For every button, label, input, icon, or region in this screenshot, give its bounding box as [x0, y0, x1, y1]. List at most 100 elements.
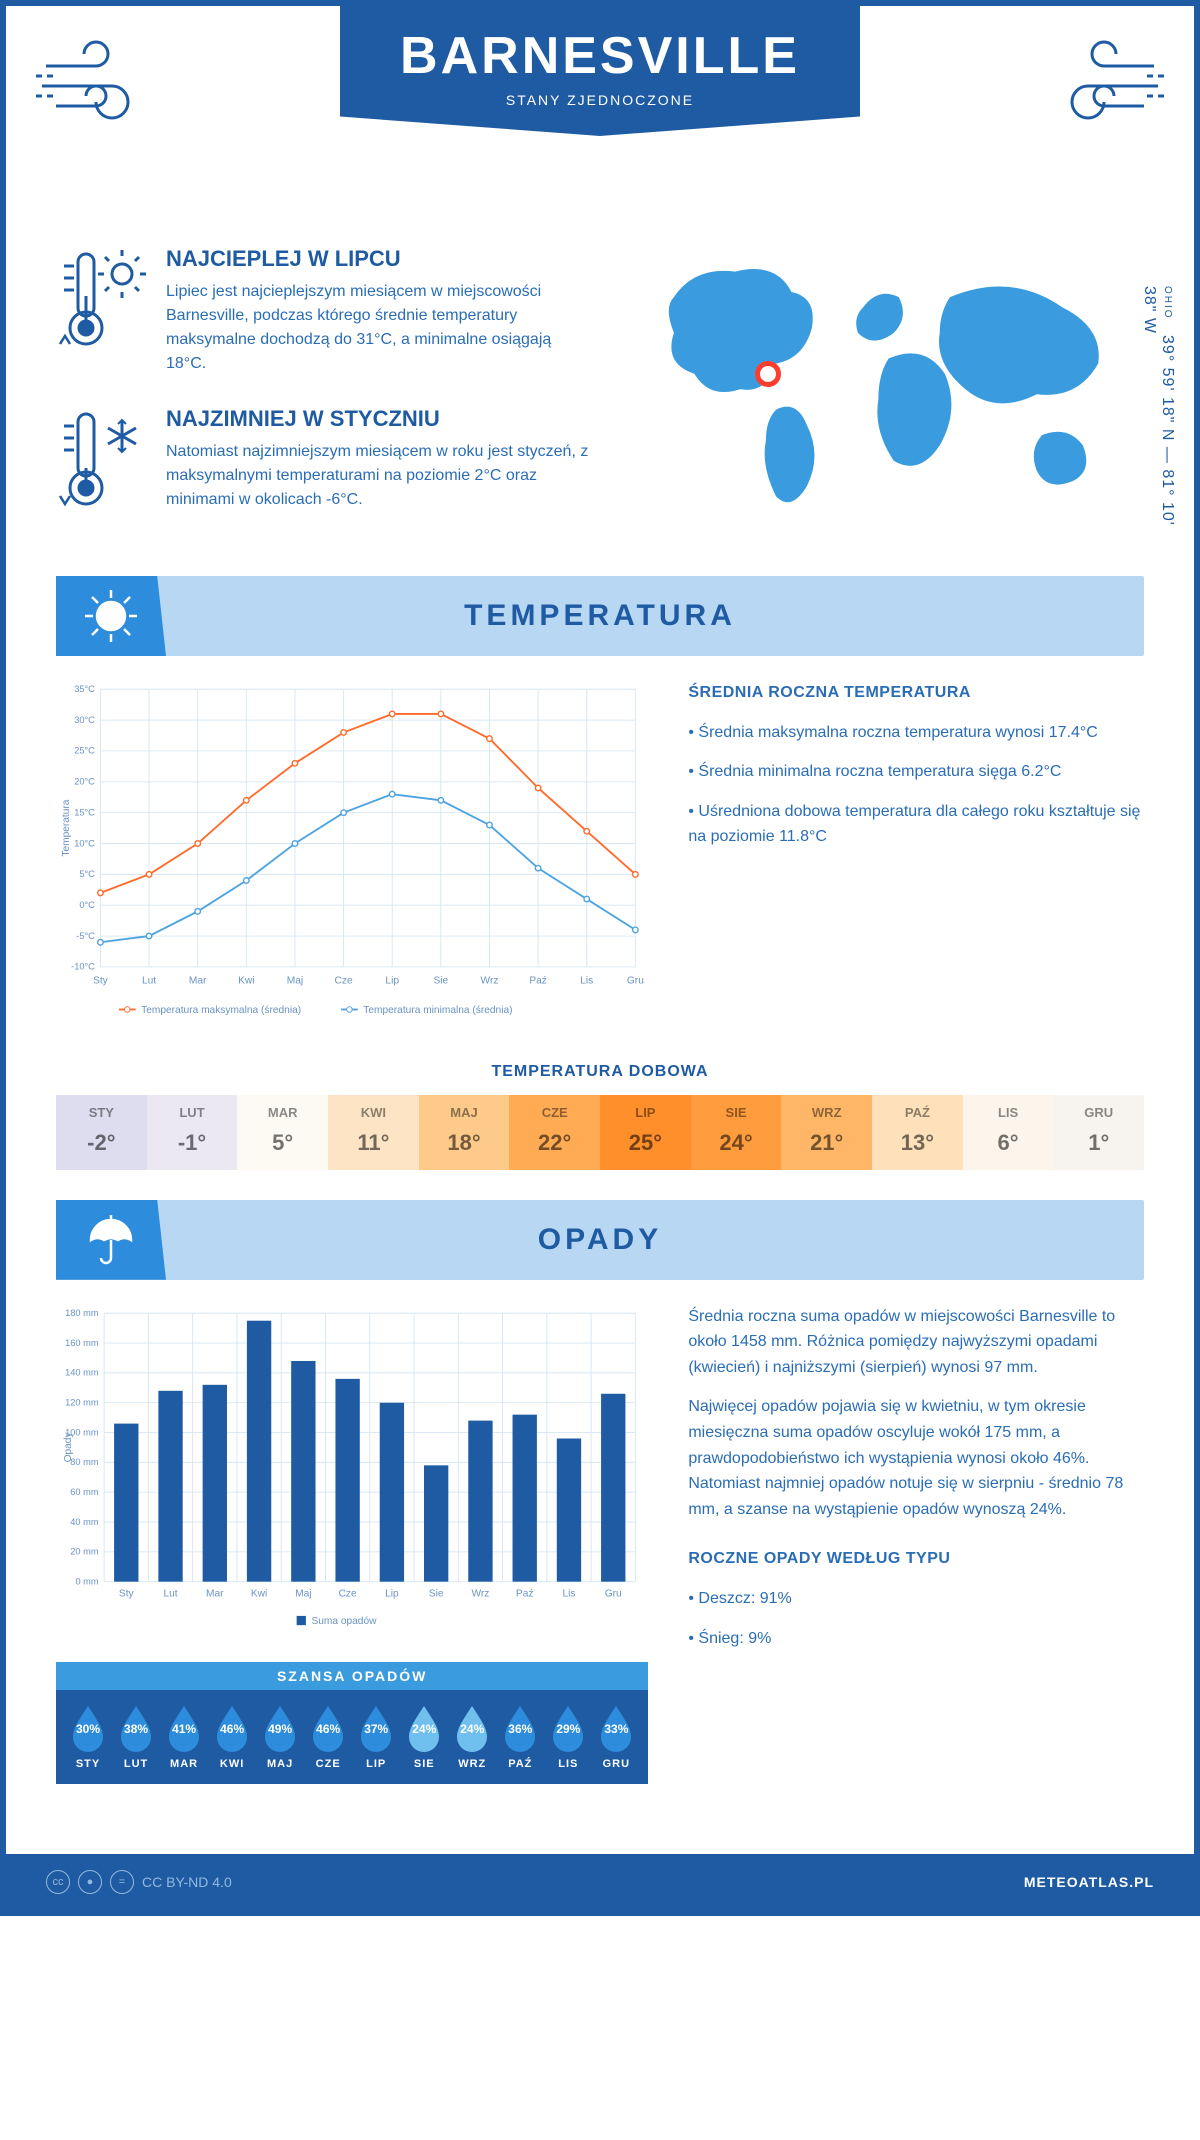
hottest-title: NAJCIEPLEJ W LIPCU	[166, 246, 593, 272]
footer: cc ● = CC BY-ND 4.0 METEOATLAS.PL	[6, 1854, 1194, 1910]
daily-cell: WRZ21°	[781, 1095, 872, 1170]
svg-text:25°C: 25°C	[74, 746, 95, 756]
svg-text:-10°C: -10°C	[71, 962, 95, 972]
svg-text:120 mm: 120 mm	[65, 1397, 99, 1407]
svg-text:Temperatura maksymalna (średni: Temperatura maksymalna (średnia)	[141, 1005, 301, 1016]
svg-text:180 mm: 180 mm	[65, 1308, 99, 1318]
world-map	[633, 246, 1144, 526]
map-panel: OHIO 39° 59' 18" N — 81° 10' 38" W	[633, 246, 1144, 546]
svg-text:Lut: Lut	[142, 976, 156, 987]
intro-section: NAJCIEPLEJ W LIPCU Lipiec jest najcieple…	[56, 246, 1144, 546]
svg-text:-5°C: -5°C	[76, 931, 95, 941]
chance-cell: 37% LIP	[352, 1704, 400, 1770]
page: BARNESVILLE STANY ZJEDNOCZONE	[0, 0, 1200, 1916]
svg-text:Sty: Sty	[119, 1588, 135, 1599]
svg-text:Wrz: Wrz	[481, 976, 499, 987]
svg-text:0 mm: 0 mm	[75, 1576, 98, 1586]
coldest-body: Natomiast najzimniejszym miesiącem w rok…	[166, 440, 593, 512]
daily-cell: PAŹ13°	[872, 1095, 963, 1170]
chance-cell: 36% PAŹ	[496, 1704, 544, 1770]
svg-text:40 mm: 40 mm	[70, 1516, 99, 1526]
raindrop-icon: 29%	[549, 1704, 587, 1752]
raindrop-icon: 41%	[165, 1704, 203, 1752]
precip-type-0: • Deszcz: 91%	[688, 1586, 1144, 1612]
city-title: BARNESVILLE	[340, 26, 860, 86]
chance-cell: 24% SIE	[400, 1704, 448, 1770]
license: cc ● = CC BY-ND 4.0	[46, 1870, 232, 1894]
annual-bullet-0: • Średnia maksymalna roczna temperatura …	[688, 720, 1144, 746]
svg-text:Mar: Mar	[189, 976, 207, 987]
temperature-annual: ŚREDNIA ROCZNA TEMPERATURA • Średnia mak…	[688, 680, 1144, 864]
chance-cell: 46% KWI	[208, 1704, 256, 1770]
chance-cell: 24% WRZ	[448, 1704, 496, 1770]
annual-bullet-2: • Uśredniona dobowa temperatura dla całe…	[688, 799, 1144, 850]
svg-text:Cze: Cze	[339, 1588, 357, 1599]
by-icon: ●	[78, 1870, 102, 1894]
daily-cell: MAJ18°	[419, 1095, 510, 1170]
daily-cell: LIS6°	[963, 1095, 1054, 1170]
raindrop-icon: 49%	[261, 1704, 299, 1752]
raindrop-icon: 46%	[309, 1704, 347, 1752]
daily-cell: MAR5°	[237, 1095, 328, 1170]
daily-cell: SIE24°	[691, 1095, 782, 1170]
raindrop-icon: 37%	[357, 1704, 395, 1752]
thermometer-sun-icon	[56, 246, 146, 356]
svg-text:20 mm: 20 mm	[70, 1546, 99, 1556]
svg-text:60 mm: 60 mm	[70, 1487, 99, 1497]
temperature-chart: -10°C-5°C0°C5°C10°C15°C20°C25°C30°C35°CS…	[56, 680, 648, 1037]
svg-text:Lut: Lut	[163, 1588, 177, 1599]
svg-text:Temperatura: Temperatura	[61, 799, 72, 856]
sun-icon	[56, 576, 166, 656]
chance-cell: 38% LUT	[112, 1704, 160, 1770]
raindrop-icon: 46%	[213, 1704, 251, 1752]
svg-text:35°C: 35°C	[74, 684, 95, 694]
svg-text:5°C: 5°C	[79, 869, 95, 879]
svg-text:Suma opadów: Suma opadów	[311, 1616, 377, 1627]
raindrop-icon: 30%	[69, 1704, 107, 1752]
annual-bullet-1: • Średnia minimalna roczna temperatura s…	[688, 759, 1144, 785]
svg-text:Kwi: Kwi	[251, 1588, 267, 1599]
coords-text: 39° 59' 18" N — 81° 10' 38" W	[1141, 286, 1176, 526]
svg-text:Temperatura minimalna (średnia: Temperatura minimalna (średnia)	[363, 1005, 512, 1016]
svg-text:Sie: Sie	[429, 1588, 444, 1599]
raindrop-icon: 38%	[117, 1704, 155, 1752]
wind-decoration-right	[1024, 36, 1164, 136]
license-text: CC BY-ND 4.0	[142, 1874, 232, 1890]
svg-text:Maj: Maj	[287, 976, 303, 987]
svg-text:Paź: Paź	[516, 1588, 534, 1599]
svg-text:Gru: Gru	[627, 976, 644, 987]
raindrop-icon: 36%	[501, 1704, 539, 1752]
precipitation-banner: OPADY	[56, 1200, 1144, 1280]
svg-text:Opady: Opady	[63, 1431, 74, 1462]
svg-text:Wrz: Wrz	[471, 1588, 489, 1599]
raindrop-icon: 33%	[597, 1704, 635, 1752]
svg-text:0°C: 0°C	[79, 900, 95, 910]
precip-text-0: Średnia roczna suma opadów w miejscowośc…	[688, 1304, 1144, 1381]
raindrop-icon: 24%	[453, 1704, 491, 1752]
svg-text:140 mm: 140 mm	[65, 1367, 99, 1377]
precip-by-type-title: ROCZNE OPADY WEDŁUG TYPU	[688, 1546, 1144, 1572]
coordinates: OHIO 39° 59' 18" N — 81° 10' 38" W	[1140, 286, 1176, 546]
chance-cell: 41% MAR	[160, 1704, 208, 1770]
precipitation-side: Średnia roczna suma opadów w miejscowośc…	[688, 1304, 1144, 1666]
header: BARNESVILLE STANY ZJEDNOCZONE	[6, 6, 1194, 206]
svg-text:20°C: 20°C	[74, 777, 95, 787]
state-label: OHIO	[1162, 286, 1173, 320]
coldest-title: NAJZIMNIEJ W STYCZNIU	[166, 406, 593, 432]
site-name: METEOATLAS.PL	[1024, 1874, 1154, 1890]
svg-text:Sty: Sty	[93, 976, 109, 987]
wind-decoration-left	[36, 36, 176, 136]
hottest-block: NAJCIEPLEJ W LIPCU Lipiec jest najcieple…	[56, 246, 593, 376]
svg-text:15°C: 15°C	[74, 807, 95, 817]
svg-text:Paź: Paź	[529, 976, 547, 987]
coldest-block: NAJZIMNIEJ W STYCZNIU Natomiast najzimni…	[56, 406, 593, 516]
chance-cell: 30% STY	[64, 1704, 112, 1770]
raindrop-icon: 24%	[405, 1704, 443, 1752]
daily-temp-grid: STY-2° LUT-1° MAR5° KWI11° MAJ18° CZE22°…	[56, 1095, 1144, 1170]
svg-text:10°C: 10°C	[74, 838, 95, 848]
precip-type-1: • Śnieg: 9%	[688, 1626, 1144, 1652]
daily-cell: LIP25°	[600, 1095, 691, 1170]
daily-cell: GRU1°	[1053, 1095, 1144, 1170]
daily-temp-title: TEMPERATURA DOBOWA	[56, 1063, 1144, 1081]
daily-cell: CZE22°	[509, 1095, 600, 1170]
